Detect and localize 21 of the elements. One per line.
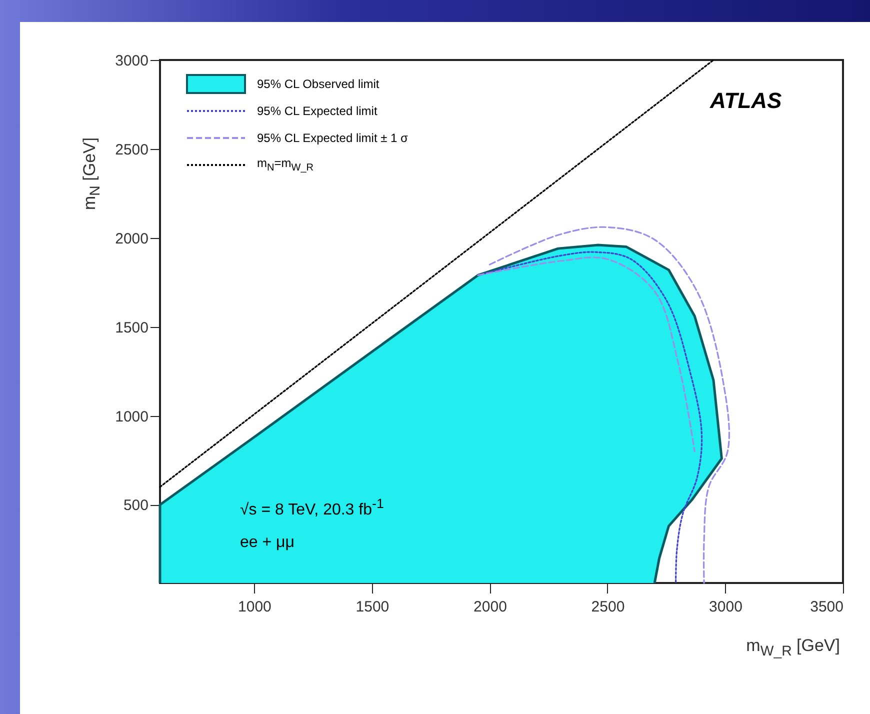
legend-label: 95% CL Expected limit bbox=[257, 104, 378, 118]
legend-label: m$_{N}$=m$_{W_R}$ bbox=[257, 156, 314, 174]
y-tick-label: 1500 bbox=[115, 319, 148, 336]
annotation: √s = 8 TeV, 20.3 fb$^{-1}$ bbox=[240, 496, 384, 520]
x-tick-label: 3500 bbox=[810, 598, 844, 616]
annotation: ee + μμ bbox=[240, 534, 294, 552]
annotation: ATLAS bbox=[710, 88, 782, 114]
y-tick-label: 3000 bbox=[115, 52, 148, 70]
y-tick-label: 500 bbox=[123, 497, 148, 514]
x-tick-label: 2500 bbox=[591, 598, 625, 616]
legend-label: 95% CL Observed limit bbox=[257, 76, 380, 90]
x-axis-title: m$_{W_R}$ [GeV] bbox=[746, 636, 840, 660]
x-tick-label: 1500 bbox=[356, 598, 390, 616]
x-tick-label: 3000 bbox=[709, 598, 742, 616]
y-tick-label: 1000 bbox=[115, 408, 148, 426]
line-series bbox=[477, 251, 703, 584]
x-tick-label: 2000 bbox=[474, 598, 507, 616]
y-tick-label: 2500 bbox=[115, 141, 148, 158]
y-tick-label: 2000 bbox=[115, 230, 148, 248]
x-tick-label: 1000 bbox=[238, 598, 272, 616]
legend-label: 95% CL Expected limit ± 1 σ bbox=[257, 130, 408, 144]
